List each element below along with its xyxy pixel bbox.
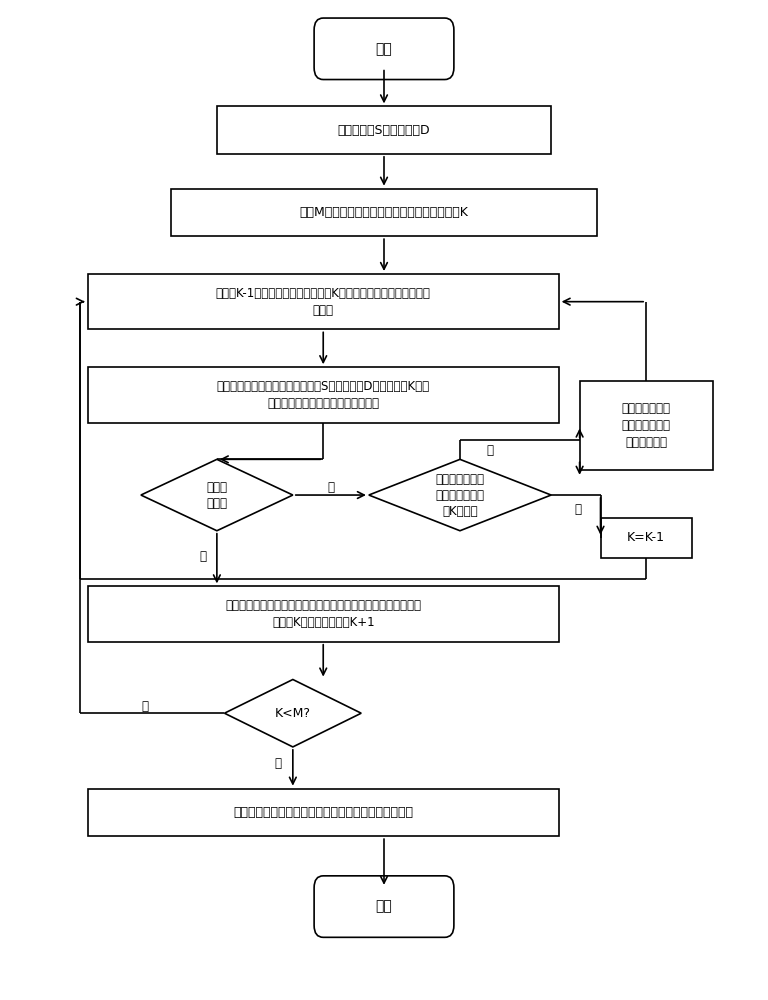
Polygon shape: [369, 459, 551, 531]
Text: 否: 否: [141, 700, 148, 713]
Text: K=K-1: K=K-1: [627, 531, 665, 544]
Text: 将各业务最佳路径的延时进行加权处理得到目标函数值: 将各业务最佳路径的延时进行加权处理得到目标函数值: [233, 806, 413, 819]
Text: 根据M种业务的特性和性能要求划分业务优先级K: 根据M种业务的特性和性能要求划分业务优先级K: [300, 206, 468, 219]
Text: 开始: 开始: [376, 42, 392, 56]
Bar: [88, 274, 559, 329]
Text: 否: 否: [574, 503, 581, 516]
Text: 是: 是: [274, 757, 281, 770]
Text: 是否找
到路径: 是否找 到路径: [207, 481, 227, 510]
Text: 结束: 结束: [376, 900, 392, 914]
Bar: [88, 367, 559, 423]
Polygon shape: [224, 679, 361, 747]
Text: 是: 是: [200, 550, 207, 563]
Bar: [88, 586, 559, 642]
Text: 采用冒泡法对备选路径进行由大到小排序并依次压栈，栈顶路径
作为第K级业务的路径且K+1: 采用冒泡法对备选路径进行由大到小排序并依次压栈，栈顶路径 作为第K级业务的路径且…: [225, 599, 421, 629]
Text: 栈顶路径出栈并
判断其是否属于
第K级业务: 栈顶路径出栈并 判断其是否属于 第K级业务: [435, 473, 485, 518]
FancyBboxPatch shape: [314, 18, 454, 80]
Polygon shape: [141, 459, 293, 531]
Bar: [217, 106, 551, 154]
Text: 根据前K-1级业务的最短路径计算第K级业务的网络剩余带宽及其可
用拓扑: 根据前K-1级业务的最短路径计算第K级业务的网络剩余带宽及其可 用拓扑: [216, 287, 431, 317]
Text: K<M?: K<M?: [275, 707, 311, 720]
Bar: [171, 189, 597, 236]
Bar: [580, 381, 713, 470]
Bar: [601, 518, 692, 558]
Text: 否: 否: [327, 481, 334, 494]
Text: 利用深度优先搜索算法查找源节点S和目的节点D之间满足第K级业
务延时要求的所有路径作为备选路径: 利用深度优先搜索算法查找源节点S和目的节点D之间满足第K级业 务延时要求的所有路…: [217, 380, 430, 410]
Text: 设置源节点S和目的节点D: 设置源节点S和目的节点D: [338, 124, 430, 137]
FancyBboxPatch shape: [314, 876, 454, 937]
Text: 将出栈的栈顶路
径作为当前业务
优先级的路径: 将出栈的栈顶路 径作为当前业务 优先级的路径: [621, 402, 670, 449]
Text: 是: 是: [487, 444, 494, 457]
Bar: [88, 789, 559, 836]
